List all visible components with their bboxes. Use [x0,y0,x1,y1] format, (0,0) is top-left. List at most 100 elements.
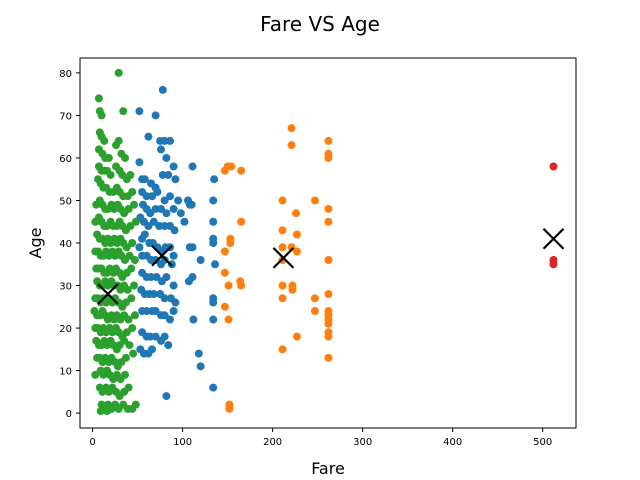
data-point [185,200,194,209]
data-point [97,111,106,120]
series-2 [90,68,140,415]
x-axis-label: Fare [311,459,345,478]
y-tick-label: 40 [59,239,72,250]
data-point [209,196,218,205]
data-point [278,226,287,235]
data-point [140,175,149,184]
data-point [224,281,233,290]
data-point [131,217,140,226]
points-layer [90,68,558,415]
data-point [224,315,233,324]
data-point [549,162,558,171]
data-point [148,192,157,201]
data-point [170,226,179,235]
data-point [157,145,166,154]
data-point [162,153,171,162]
data-point [278,243,287,252]
centroid-marker [272,247,295,269]
data-point [162,209,171,218]
series-1 [220,124,333,413]
data-point [237,166,246,175]
data-point [119,107,128,116]
data-point [130,311,139,320]
data-point [169,251,178,260]
data-point [126,170,135,179]
data-point [288,285,297,294]
data-point [158,85,167,94]
centroid-marker [151,244,173,267]
data-point [324,136,333,145]
data-point [169,281,178,290]
series-3 [549,162,558,269]
data-point [122,243,131,252]
data-point [94,94,103,103]
y-tick-label: 30 [59,282,72,293]
data-point [120,336,129,345]
x-tick-label: 0 [89,437,95,448]
data-point [166,192,175,201]
data-point [156,136,165,145]
centroid-layer [97,227,565,305]
data-point [211,260,220,269]
chart-title: Fare VS Age [260,12,380,36]
data-point [237,281,246,290]
centroid-marker [97,283,119,305]
data-point [153,187,162,196]
data-point [209,298,218,307]
data-point [324,290,333,299]
data-point [135,158,144,167]
data-point [128,187,137,196]
data-point [237,217,246,226]
data-point [166,315,175,324]
data-point [169,307,178,316]
y-ticks: 0 10 20 30 40 50 60 70 80 [59,69,80,420]
data-point [196,362,205,371]
data-point [151,256,160,265]
data-point [188,243,197,252]
data-point [324,217,333,226]
data-point [151,332,160,341]
data-point [310,196,319,205]
data-point [171,175,180,184]
data-point [209,217,218,226]
y-tick-label: 10 [59,367,72,378]
y-tick-label: 0 [66,409,72,420]
data-point [292,247,301,256]
data-point [226,239,235,247]
data-point [278,196,287,205]
data-point [151,111,160,120]
data-point [127,264,136,273]
data-point [152,273,161,282]
data-point [188,273,197,282]
x-tick-label: 200 [263,437,282,448]
data-point [278,345,287,354]
x-tick-label: 100 [173,437,192,448]
y-tick-label: 70 [59,111,72,122]
centroid-stroke [272,247,295,269]
data-point [103,406,112,415]
data-point [166,136,175,145]
data-point [310,307,319,316]
data-point [144,221,153,230]
data-point [278,281,287,290]
data-point [157,204,166,213]
data-point [160,311,169,320]
series-0 [135,85,220,401]
data-point [196,256,205,265]
data-point [209,315,218,324]
data-point [188,162,197,171]
data-point [129,349,138,358]
data-point [135,243,144,252]
y-tick-label: 60 [59,154,72,165]
data-point [125,341,134,350]
data-point [174,196,183,205]
data-point [128,324,137,333]
data-point [310,294,319,303]
data-point [121,153,130,162]
data-point [149,290,158,299]
data-point [121,370,130,379]
data-point [164,341,173,350]
data-point [549,260,558,269]
data-point [124,204,133,213]
